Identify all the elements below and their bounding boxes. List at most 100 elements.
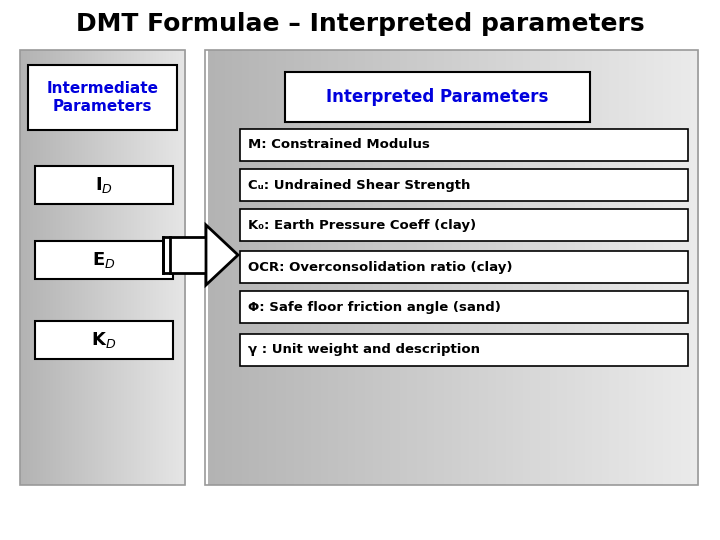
Bar [164, 50, 166, 485]
Bar [24, 50, 25, 485]
Bar [301, 50, 304, 485]
Bar [130, 50, 131, 485]
Bar [240, 129, 688, 161]
Text: Intermediate
Parameters: Intermediate Parameters [47, 82, 158, 114]
Bar [91, 50, 92, 485]
Bar [309, 50, 312, 485]
Bar [604, 50, 607, 485]
Bar [661, 50, 664, 485]
Bar [78, 50, 80, 485]
Bar [178, 50, 179, 485]
Bar [575, 50, 577, 485]
Bar [158, 50, 159, 485]
Bar [484, 50, 487, 485]
Bar [432, 50, 435, 485]
Bar [179, 50, 181, 485]
Bar [279, 50, 282, 485]
Bar [62, 50, 63, 485]
Bar [122, 50, 124, 485]
Bar [49, 50, 50, 485]
Bar [415, 50, 418, 485]
Bar [127, 50, 129, 485]
Bar [420, 50, 423, 485]
Bar [168, 50, 170, 485]
Bar [100, 50, 102, 485]
Bar [498, 50, 501, 485]
Bar [123, 50, 125, 485]
Bar [131, 50, 132, 485]
Bar [152, 50, 153, 485]
Bar [145, 50, 146, 485]
Bar [93, 50, 94, 485]
Bar [22, 50, 24, 485]
Bar [624, 50, 627, 485]
Bar [247, 50, 250, 485]
Bar [631, 50, 634, 485]
Bar [585, 50, 588, 485]
Bar [668, 50, 671, 485]
Bar [153, 50, 155, 485]
Bar [111, 50, 112, 485]
Bar [240, 169, 688, 201]
Bar [528, 50, 531, 485]
Bar [351, 50, 354, 485]
Bar [57, 50, 58, 485]
Bar [261, 50, 265, 485]
Bar [110, 50, 112, 485]
Bar [148, 50, 149, 485]
Bar [64, 50, 65, 485]
Bar [510, 50, 513, 485]
Text: Φ: Safe floor friction angle (sand): Φ: Safe floor friction angle (sand) [248, 300, 501, 314]
Bar [454, 50, 457, 485]
Bar [70, 50, 71, 485]
Bar [35, 321, 173, 359]
Bar [557, 50, 560, 485]
Bar [129, 50, 130, 485]
Bar [459, 50, 462, 485]
Bar [249, 50, 252, 485]
Bar [392, 50, 395, 485]
Bar [373, 50, 376, 485]
Bar [424, 50, 428, 485]
Bar [217, 50, 220, 485]
Bar [150, 50, 151, 485]
Bar [60, 50, 61, 485]
Bar [181, 50, 182, 485]
Text: γ : Unit weight and description: γ : Unit weight and description [248, 343, 480, 356]
Bar [538, 50, 541, 485]
Bar [77, 50, 78, 485]
Bar [120, 50, 121, 485]
Bar [150, 50, 152, 485]
Bar [180, 50, 181, 485]
Bar [33, 50, 35, 485]
Bar [137, 50, 138, 485]
Bar [269, 50, 272, 485]
Bar [175, 50, 176, 485]
Bar [108, 50, 109, 485]
Bar [112, 50, 114, 485]
Bar [43, 50, 45, 485]
Bar [205, 50, 208, 485]
Bar [76, 50, 78, 485]
Bar [163, 50, 164, 485]
Bar [488, 50, 492, 485]
Bar [60, 50, 62, 485]
Bar [35, 166, 173, 204]
Bar [122, 50, 123, 485]
Bar [412, 50, 415, 485]
Bar [172, 50, 173, 485]
Bar [23, 50, 24, 485]
Text: K$_D$: K$_D$ [91, 330, 117, 350]
Bar [158, 50, 160, 485]
Bar [89, 50, 90, 485]
Bar [240, 209, 688, 241]
Bar [363, 50, 366, 485]
Bar [74, 50, 76, 485]
Bar [299, 50, 302, 485]
Bar [348, 50, 351, 485]
Text: M: Constrained Modulus: M: Constrained Modulus [248, 138, 430, 152]
Bar [629, 50, 632, 485]
Bar [516, 50, 518, 485]
Bar [181, 50, 183, 485]
Bar [163, 50, 165, 485]
